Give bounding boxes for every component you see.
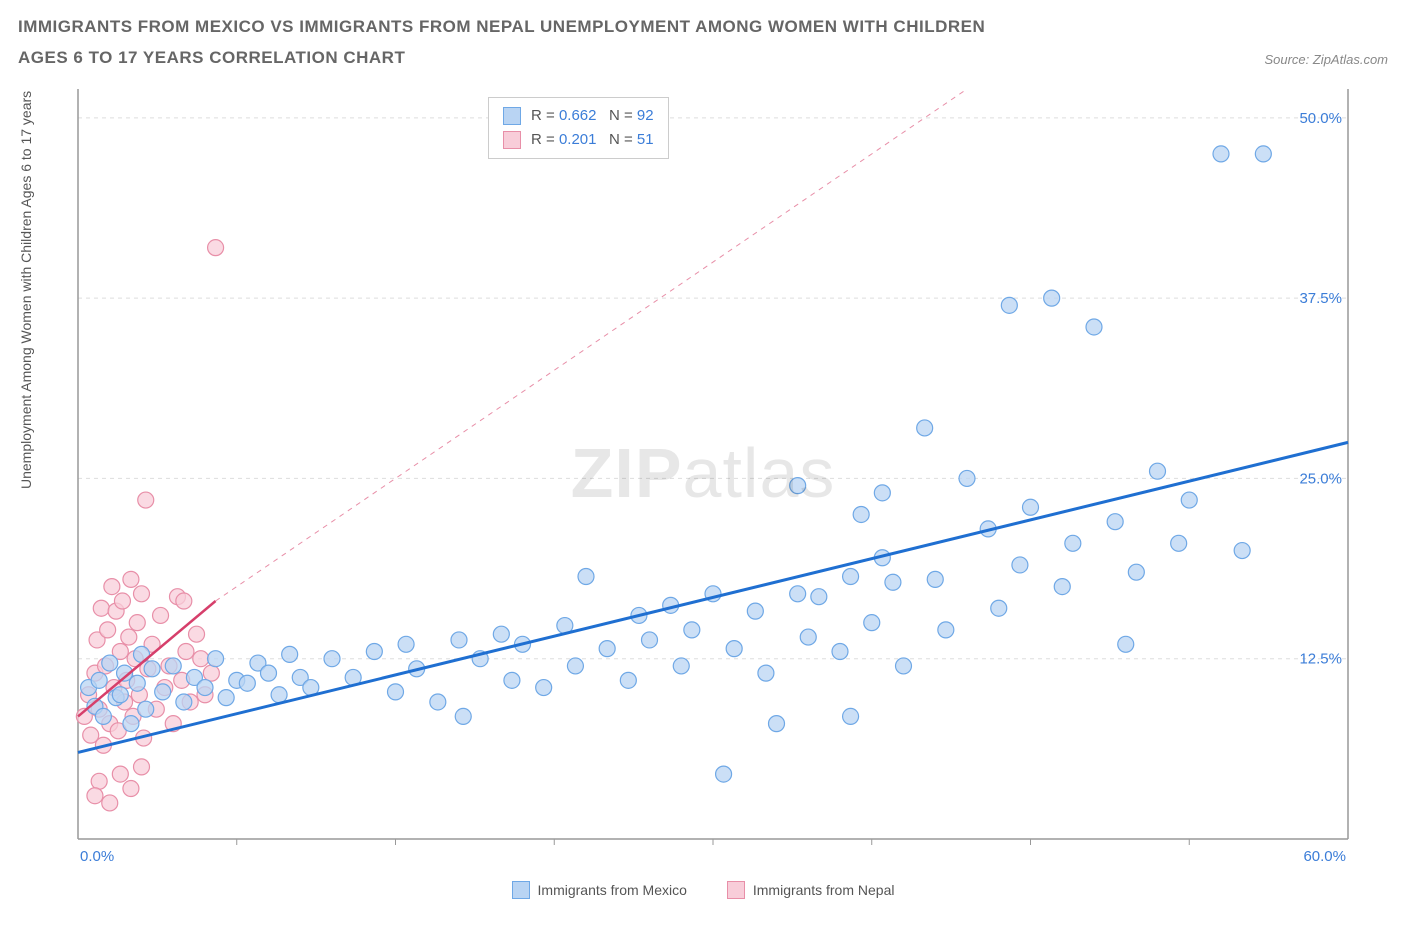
- legend-item: Immigrants from Mexico: [512, 881, 687, 899]
- svg-text:50.0%: 50.0%: [1299, 110, 1342, 127]
- legend-item: Immigrants from Nepal: [727, 881, 895, 899]
- chart-container: Unemployment Among Women with Children A…: [18, 79, 1388, 899]
- svg-text:0.0%: 0.0%: [80, 848, 114, 865]
- svg-text:12.5%: 12.5%: [1299, 651, 1342, 668]
- series-legend: Immigrants from Mexico Immigrants from Ne…: [18, 881, 1388, 899]
- svg-text:25.0%: 25.0%: [1299, 471, 1342, 488]
- legend-row: R = 0.201 N = 51: [503, 128, 654, 152]
- source-label: Source: ZipAtlas.com: [1264, 52, 1388, 73]
- svg-text:60.0%: 60.0%: [1303, 848, 1346, 865]
- chart-title: IMMIGRANTS FROM MEXICO VS IMMIGRANTS FRO…: [18, 12, 1018, 73]
- svg-text:37.5%: 37.5%: [1299, 290, 1342, 307]
- scatter-chart: 12.5% 25.0% 37.5% 50.0% 0.0% 60.0%: [18, 79, 1388, 899]
- stats-legend: R = 0.662 N = 92R = 0.201 N = 51: [488, 97, 669, 159]
- y-axis-label: Unemployment Among Women with Children A…: [18, 91, 34, 489]
- legend-row: R = 0.662 N = 92: [503, 104, 654, 128]
